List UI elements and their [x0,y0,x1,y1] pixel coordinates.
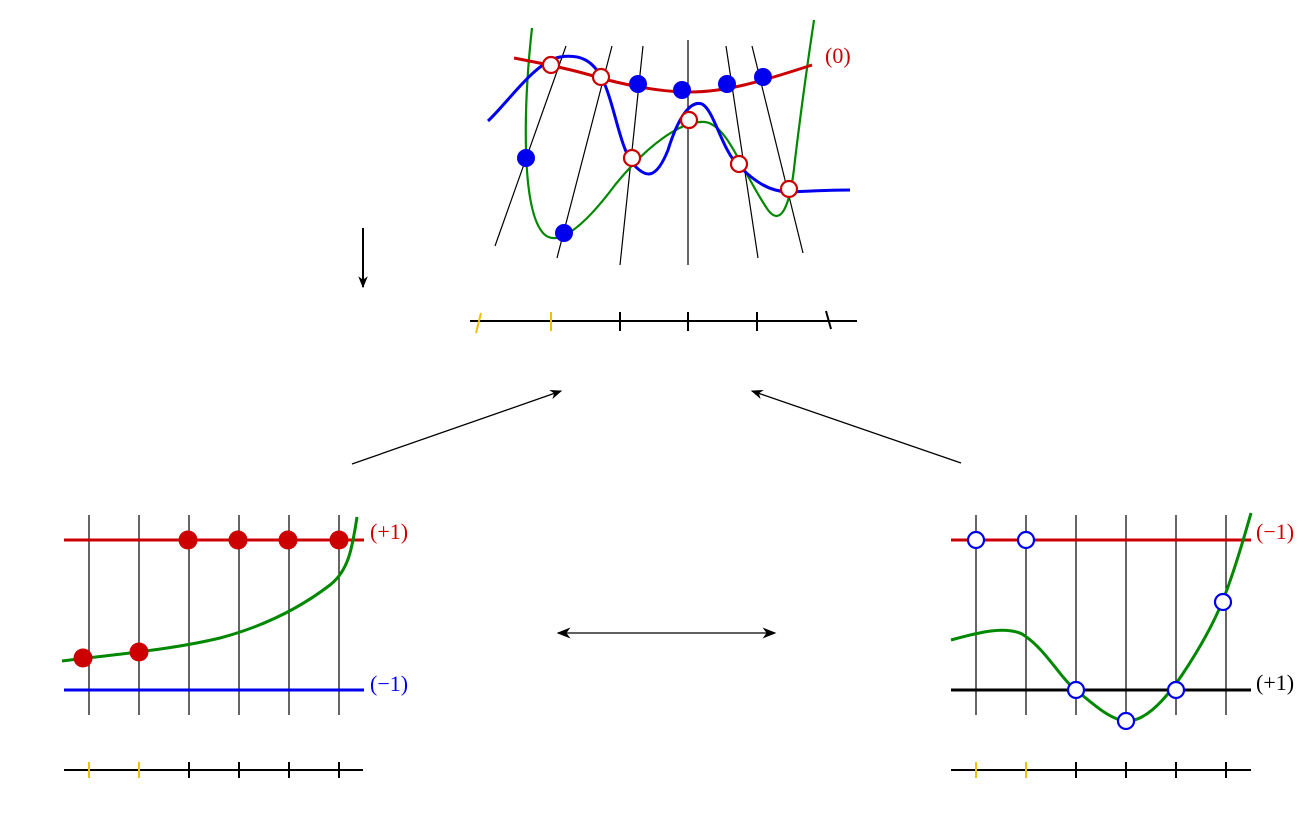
top-filled-points [517,68,772,242]
hollow-point [622,148,642,168]
hollow-point [1166,680,1186,700]
right-black-line-label: (+1) [1256,670,1294,695]
filled-point [278,530,298,550]
left-axis [64,762,363,778]
filled-point [73,648,93,668]
left-vertical-lines [88,515,340,715]
filled-point [228,530,248,550]
top-blue-curve [486,54,851,194]
right-to-top-arrow [750,389,962,464]
right-vertical-lines [975,515,1227,715]
left-blue-line-label: (−1) [370,671,408,696]
filled-point [718,75,736,93]
filled-point [129,642,149,662]
top-hollow-points [541,55,799,199]
hollow-point [966,530,986,550]
hollow-point [1116,711,1136,731]
hollow-point [1213,592,1233,612]
top-red-curve-label: (0) [825,43,851,68]
filled-point [555,224,573,242]
left-red-line-label: (+1) [370,519,408,544]
right-red-line-label: (−1) [1256,519,1294,544]
hollow-point [729,154,749,174]
hollow-point [591,67,611,87]
hollow-point [1016,530,1036,550]
filled-point [178,530,198,550]
hollow-point [541,55,561,75]
right-hollow-points [966,530,1233,731]
filled-point [754,68,772,86]
axis-tick [475,312,482,334]
top-vertical-line [494,45,567,247]
right-panel: (−1) (+1) [950,512,1294,778]
top-panel: (0) [470,19,857,334]
left-filled-points [73,530,349,668]
filled-point [329,530,349,550]
left-panel: (+1) (−1) [61,515,408,778]
axis-tick [825,310,832,330]
top-red-curve [513,56,813,94]
hollow-point [1066,680,1086,700]
filled-point [517,149,535,167]
top-green-curve [524,19,816,240]
hollow-point [679,110,699,130]
hollow-point [779,179,799,199]
right-axis [951,762,1251,778]
left-to-top-arrow [351,390,563,465]
top-axis [470,310,857,334]
filled-point [673,81,691,99]
filled-point [629,75,647,93]
